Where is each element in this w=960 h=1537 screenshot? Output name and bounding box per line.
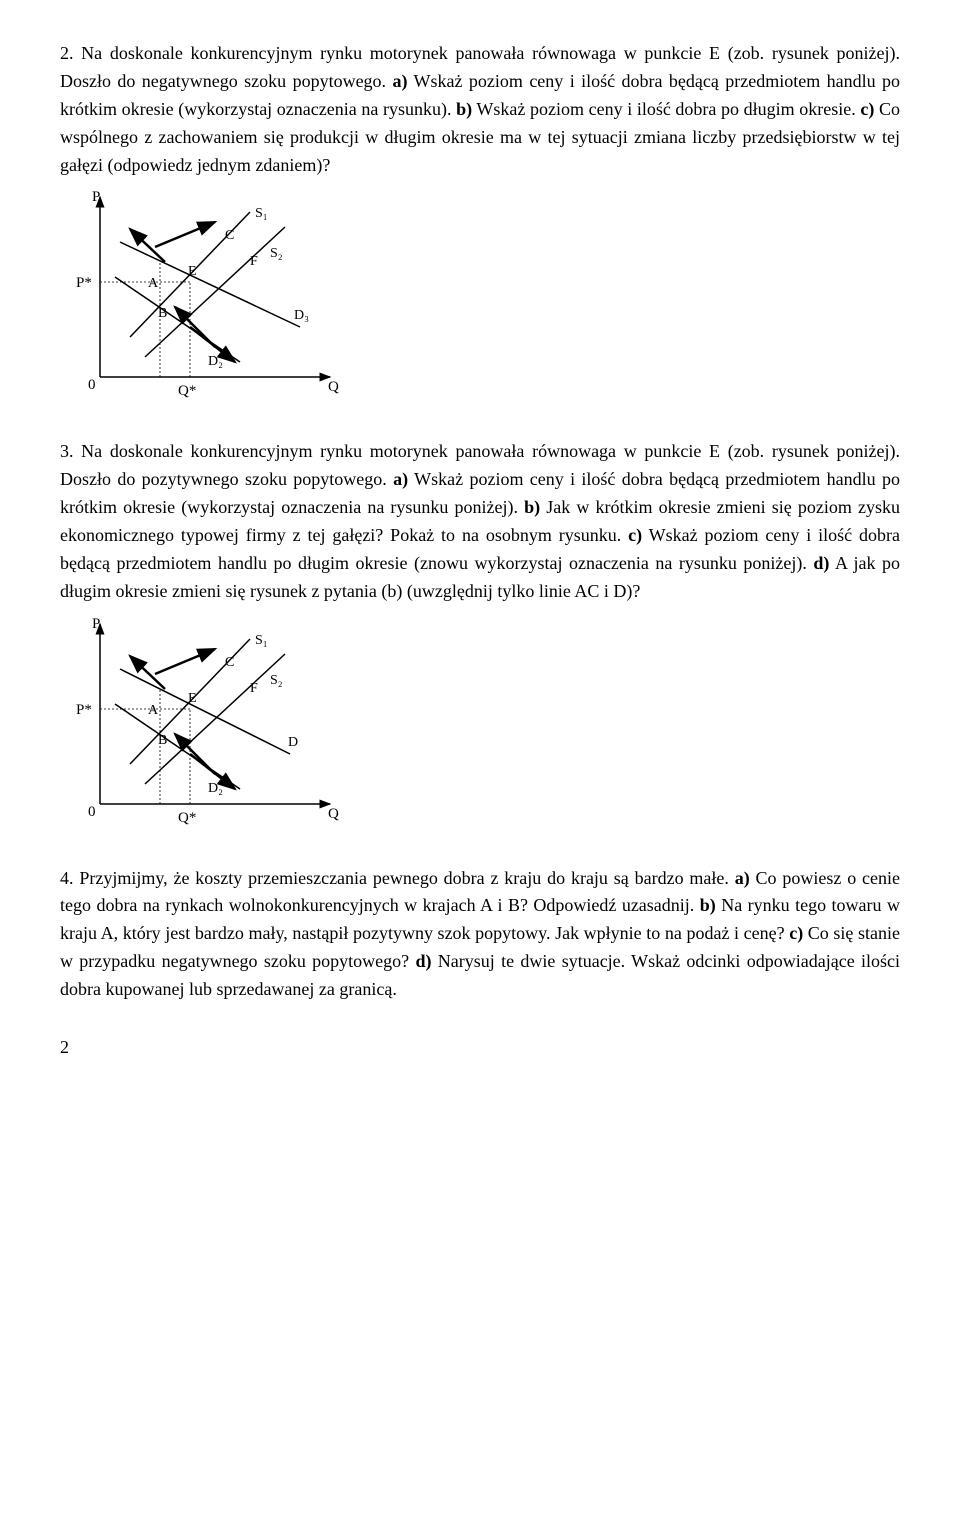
- diagram-1: P P* 0 Q* Q A B C E F S₁ S₂ D₂ D₃: [60, 187, 900, 426]
- lbl-f: F: [250, 681, 258, 696]
- lbl-b: B: [158, 733, 167, 748]
- q3-bold-b: b): [524, 497, 540, 517]
- lbl-d3: D₃: [294, 308, 309, 323]
- q3-bold-c: c): [628, 525, 642, 545]
- q2-bold-a: a): [392, 71, 407, 91]
- question-4-text: 4. Przyjmijmy, że koszty przemieszczania…: [60, 865, 900, 1004]
- q4-seg1: 4. Przyjmijmy, że koszty przemieszczania…: [60, 868, 735, 888]
- q4-bold-c: c): [789, 923, 803, 943]
- q4-bold-a: a): [735, 868, 750, 888]
- q2-bold-c: c): [860, 99, 874, 119]
- line-d2: [115, 704, 240, 789]
- lbl-s1: S₁: [255, 633, 268, 648]
- lbl-qstar: Q*: [178, 383, 196, 399]
- lbl-f: F: [250, 254, 258, 269]
- lbl-d2: D₂: [208, 781, 223, 796]
- lbl-p: P: [92, 189, 100, 205]
- diagram-1-svg: P P* 0 Q* Q A B C E F S₁ S₂ D₂ D₃: [60, 187, 360, 417]
- lbl-pstar: P*: [76, 702, 92, 718]
- q3-bold-d: d): [813, 553, 829, 573]
- q3-bold-a: a): [393, 469, 408, 489]
- lbl-s1: S₁: [255, 206, 268, 221]
- lbl-s2: S₂: [270, 246, 283, 261]
- q2-seg3: Wskaż poziom ceny i ilość dobra po długi…: [472, 99, 860, 119]
- lbl-q: Q: [328, 806, 339, 822]
- lbl-p: P: [92, 616, 100, 632]
- question-3-text: 3. Na doskonale konkurencyjnym rynku mot…: [60, 438, 900, 605]
- lbl-d: D: [288, 735, 298, 750]
- lbl-c: C: [225, 655, 234, 670]
- lbl-e: E: [188, 264, 197, 279]
- arrow-up: [155, 649, 215, 674]
- diagram-2-svg: P P* 0 Q* Q A B C E F S₁ S₂ D₂ D: [60, 614, 360, 844]
- lbl-s2: S₂: [270, 673, 283, 688]
- lbl-b: B: [158, 306, 167, 321]
- lbl-q: Q: [328, 379, 339, 395]
- lbl-a: A: [148, 276, 159, 291]
- lbl-a: A: [148, 703, 159, 718]
- line-s2: [145, 227, 285, 357]
- lbl-c: C: [225, 228, 234, 243]
- lbl-pstar: P*: [76, 275, 92, 291]
- lbl-zero: 0: [88, 377, 96, 393]
- line-s2: [145, 654, 285, 784]
- lbl-zero: 0: [88, 804, 96, 820]
- lbl-qstar: Q*: [178, 810, 196, 826]
- arrow-up: [155, 222, 215, 247]
- q2-bold-b: b): [456, 99, 472, 119]
- diagram-2: P P* 0 Q* Q A B C E F S₁ S₂ D₂ D: [60, 614, 900, 853]
- page-number: 2: [60, 1034, 900, 1062]
- line-d: [120, 669, 290, 754]
- lbl-d2: D₂: [208, 354, 223, 369]
- lbl-e: E: [188, 691, 197, 706]
- q4-bold-b: b): [700, 895, 716, 915]
- q4-bold-d: d): [415, 951, 431, 971]
- question-2-text: 2. Na doskonale konkurencyjnym rynku mot…: [60, 40, 900, 179]
